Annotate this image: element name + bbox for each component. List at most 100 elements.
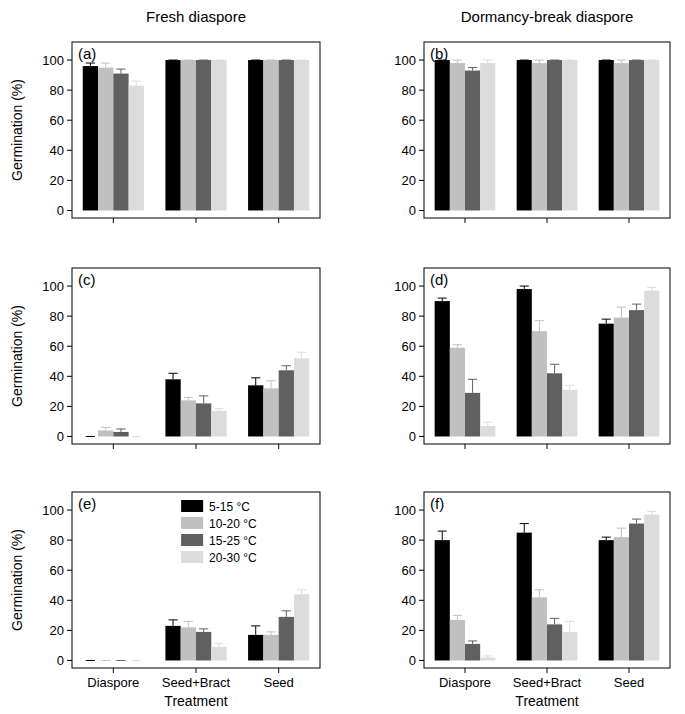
y-tick-label: 80 (402, 533, 416, 548)
x-tick (278, 668, 279, 673)
error-stem (173, 620, 174, 626)
error-cap (632, 304, 641, 305)
y-tick-label: 40 (50, 369, 64, 384)
bar (196, 632, 211, 661)
y-tick-label: 80 (50, 533, 64, 548)
x-tick-label: Diaspore (87, 675, 139, 690)
y-tick-label: 80 (50, 309, 64, 324)
y-tick (419, 510, 424, 511)
bar (644, 60, 659, 210)
y-tick (419, 316, 424, 317)
bar (547, 60, 562, 210)
error-bar (438, 531, 447, 540)
x-tick-label: Seed+Bract (162, 675, 231, 690)
error-cap (184, 397, 193, 398)
error-bar (602, 319, 611, 324)
error-stem (255, 378, 256, 386)
error-stem (188, 621, 189, 627)
y-tick-label: 20 (50, 623, 64, 638)
error-bar (520, 286, 529, 289)
error-cap (483, 655, 492, 656)
legend-swatch (181, 551, 203, 563)
bar (435, 301, 450, 436)
error-cap (132, 660, 141, 661)
y-tick-label: 40 (50, 143, 64, 158)
y-tick-label: 0 (57, 653, 64, 668)
error-stem (554, 618, 555, 624)
bar (629, 524, 644, 661)
x-tick (113, 218, 114, 223)
legend-label: 15-25 °C (209, 534, 257, 548)
bar (450, 620, 465, 661)
plot-frame (72, 492, 320, 668)
error-cap (168, 373, 177, 374)
error-cap (483, 60, 492, 61)
bar (279, 370, 294, 436)
error-bar (86, 63, 95, 66)
error-bar (602, 60, 611, 61)
error-cap (184, 621, 193, 622)
error-stem (524, 524, 525, 533)
bar (263, 60, 278, 210)
y-tick (67, 60, 72, 61)
error-stem (218, 643, 219, 647)
x-tick (278, 444, 279, 449)
error-cap (251, 625, 260, 626)
panel-label: (b) (430, 45, 448, 62)
error-stem (120, 69, 121, 74)
plot-frame (424, 42, 670, 218)
bar (113, 74, 128, 211)
bar (129, 436, 144, 437)
bar (450, 348, 465, 437)
bar (450, 63, 465, 210)
error-stem (301, 352, 302, 358)
error-cap (297, 60, 306, 61)
error-cap (168, 619, 177, 620)
bar (435, 540, 450, 660)
y-tick (419, 286, 424, 287)
plot-frame (72, 268, 320, 444)
y-tick-label: 100 (42, 279, 64, 294)
y-tick (67, 210, 72, 211)
error-bar (617, 528, 626, 537)
bar (532, 331, 547, 436)
bar (517, 289, 532, 436)
bar (547, 373, 562, 436)
error-cap (617, 60, 626, 61)
error-bar (86, 660, 95, 661)
bar (532, 63, 547, 210)
error-stem (472, 379, 473, 393)
panel: 020406080100DiasporeSeed+BractSeed(f)Tre… (394, 492, 670, 709)
error-stem (105, 63, 106, 68)
error-bar (438, 298, 447, 301)
x-tick (196, 444, 197, 449)
error-stem (255, 626, 256, 635)
error-cap (86, 63, 95, 64)
error-bar (632, 519, 641, 524)
panel: 020406080100(b) (394, 42, 670, 223)
panel: 020406080100DiasporeSeed+BractSeed(e)Ger… (9, 492, 320, 709)
error-bar (282, 611, 291, 617)
y-tick (419, 600, 424, 601)
error-stem (286, 611, 287, 617)
background (0, 0, 685, 714)
error-stem (457, 615, 458, 620)
error-bar (297, 60, 306, 61)
error-bar (535, 590, 544, 598)
bar (644, 515, 659, 661)
x-axis-label: Treatment (164, 693, 227, 709)
error-cap (199, 628, 208, 629)
error-bar (468, 68, 477, 71)
bar (248, 635, 263, 661)
bar (83, 660, 98, 661)
x-tick (465, 218, 466, 223)
error-cap (101, 427, 110, 428)
bar (465, 71, 480, 211)
error-cap (647, 287, 656, 288)
y-tick-label: 40 (402, 593, 416, 608)
y-tick-label: 40 (50, 593, 64, 608)
y-tick (419, 436, 424, 437)
error-cap (453, 344, 462, 345)
y-tick-label: 100 (394, 53, 416, 68)
y-tick (67, 316, 72, 317)
